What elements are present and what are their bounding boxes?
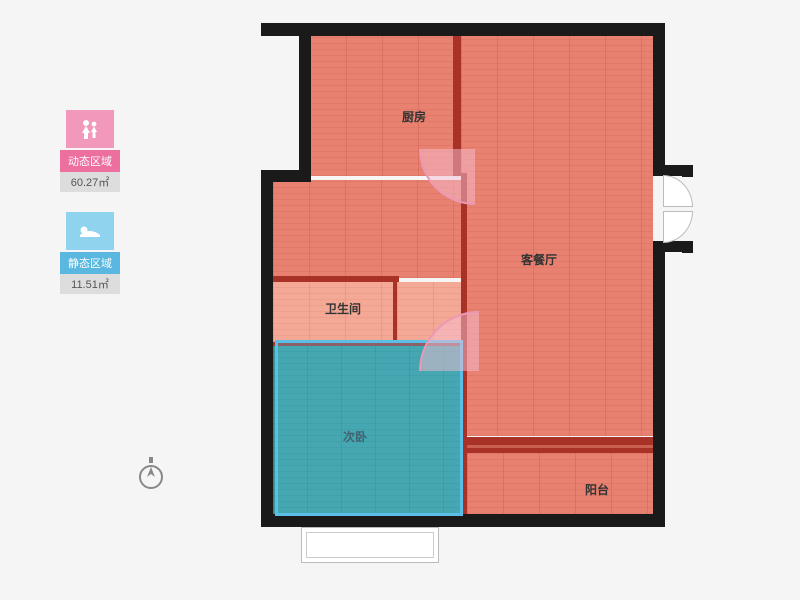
inner-wall (271, 276, 399, 282)
outer-wall (261, 170, 273, 527)
window (301, 527, 439, 563)
outer-wall (299, 23, 311, 180)
room-label-balcony: 阳台 (585, 481, 609, 498)
outer-wall (261, 23, 665, 36)
inner-wall (393, 282, 397, 342)
room-living_left (273, 180, 463, 278)
outer-wall (261, 170, 311, 182)
legend-static-value: 11.51㎡ (60, 274, 120, 294)
outer-wall (461, 514, 665, 527)
legend-dynamic: 动态区域 60.27㎡ (60, 110, 120, 192)
legend-static-label: 静态区域 (60, 252, 120, 274)
room-label-kitchen: 厨房 (402, 108, 426, 125)
people-icon (66, 110, 114, 148)
entry-door (663, 211, 693, 243)
room-label-living: 客餐厅 (521, 251, 557, 268)
legend: 动态区域 60.27㎡ 静态区域 11.51㎡ (60, 110, 120, 314)
sleep-icon (66, 212, 114, 250)
legend-dynamic-label: 动态区域 (60, 150, 120, 172)
outer-wall (653, 23, 665, 169)
outer-wall (682, 241, 693, 253)
legend-dynamic-value: 60.27㎡ (60, 172, 120, 192)
outer-wall (653, 243, 665, 527)
compass-icon (135, 455, 167, 496)
legend-static: 静态区域 11.51㎡ (60, 212, 120, 294)
inner-wall (467, 445, 653, 448)
room-balcony: 阳台 (467, 453, 653, 514)
room-bath: 卫生间 (273, 282, 397, 342)
room-label-bath: 卫生间 (325, 300, 361, 317)
entry-door (663, 175, 693, 207)
outer-wall (682, 165, 693, 177)
room-living: 客餐厅 (461, 36, 653, 436)
